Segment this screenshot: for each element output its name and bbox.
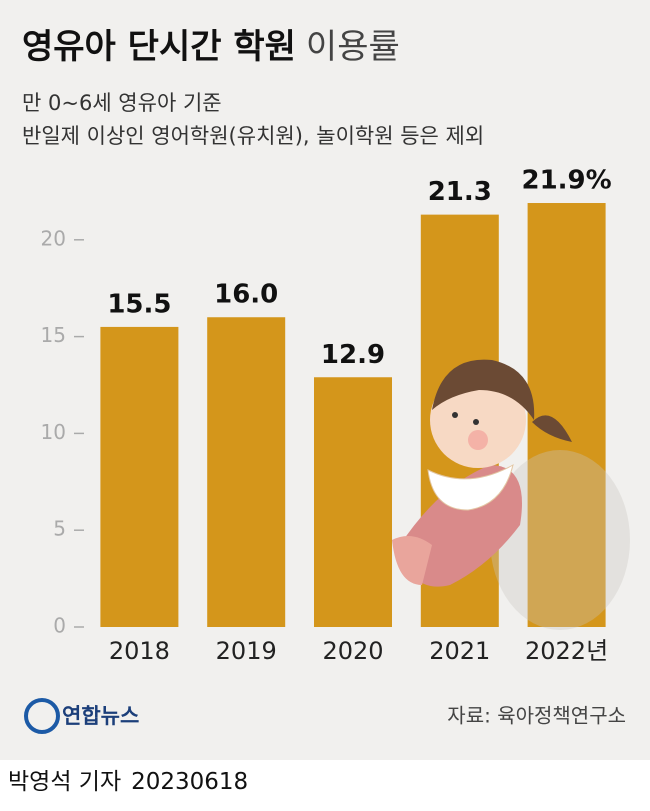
byline-name: 박영석 기자	[8, 769, 121, 795]
value-label: 21.9%	[521, 166, 611, 196]
value-label: 16.0	[214, 280, 278, 310]
bar	[314, 377, 392, 627]
value-label: 21.3	[428, 177, 492, 207]
baby-illustration	[392, 359, 630, 630]
value-label: 15.5	[107, 289, 171, 319]
bar	[100, 326, 179, 627]
plot: 0 5 10 15 20 2018 15.5 2019 16.0 2020 12.9 2021 21.3…	[41, 166, 612, 665]
logo: 연합뉴스	[24, 698, 139, 734]
x-tick-label: 2020	[322, 637, 383, 665]
title-light: 이용률	[306, 27, 400, 67]
logo-text: 연합뉴스	[62, 704, 139, 728]
y-tick-label: 10	[41, 420, 66, 444]
x-tick-label: 2022년	[525, 637, 608, 665]
source: 자료: 육아정책연구소	[447, 704, 626, 728]
y-tick-label: 0	[53, 614, 66, 638]
title-bold: 영유아 단시간 학원	[22, 27, 296, 67]
byline: 박영석 기자 20230618	[8, 769, 248, 795]
bar	[207, 317, 286, 627]
y-tick-label: 15	[41, 323, 66, 347]
subtitle: 만 0~6세 영유아 기준	[22, 91, 222, 115]
subtitle: 반일제 이상인 영어학원(유치원), 놀이학원 등은 제외	[22, 124, 484, 148]
y-tick-label: 5	[53, 517, 66, 541]
date: 20230618	[131, 769, 248, 795]
chart-title: 영유아 단시간 학원 이용률	[22, 27, 400, 67]
x-tick-label: 2018	[109, 637, 170, 665]
bar	[527, 203, 606, 628]
x-tick-label: 2021	[429, 637, 490, 665]
value-label: 12.9	[321, 340, 385, 370]
y-tick-label: 20	[41, 226, 66, 250]
x-tick-label: 2019	[216, 637, 277, 665]
